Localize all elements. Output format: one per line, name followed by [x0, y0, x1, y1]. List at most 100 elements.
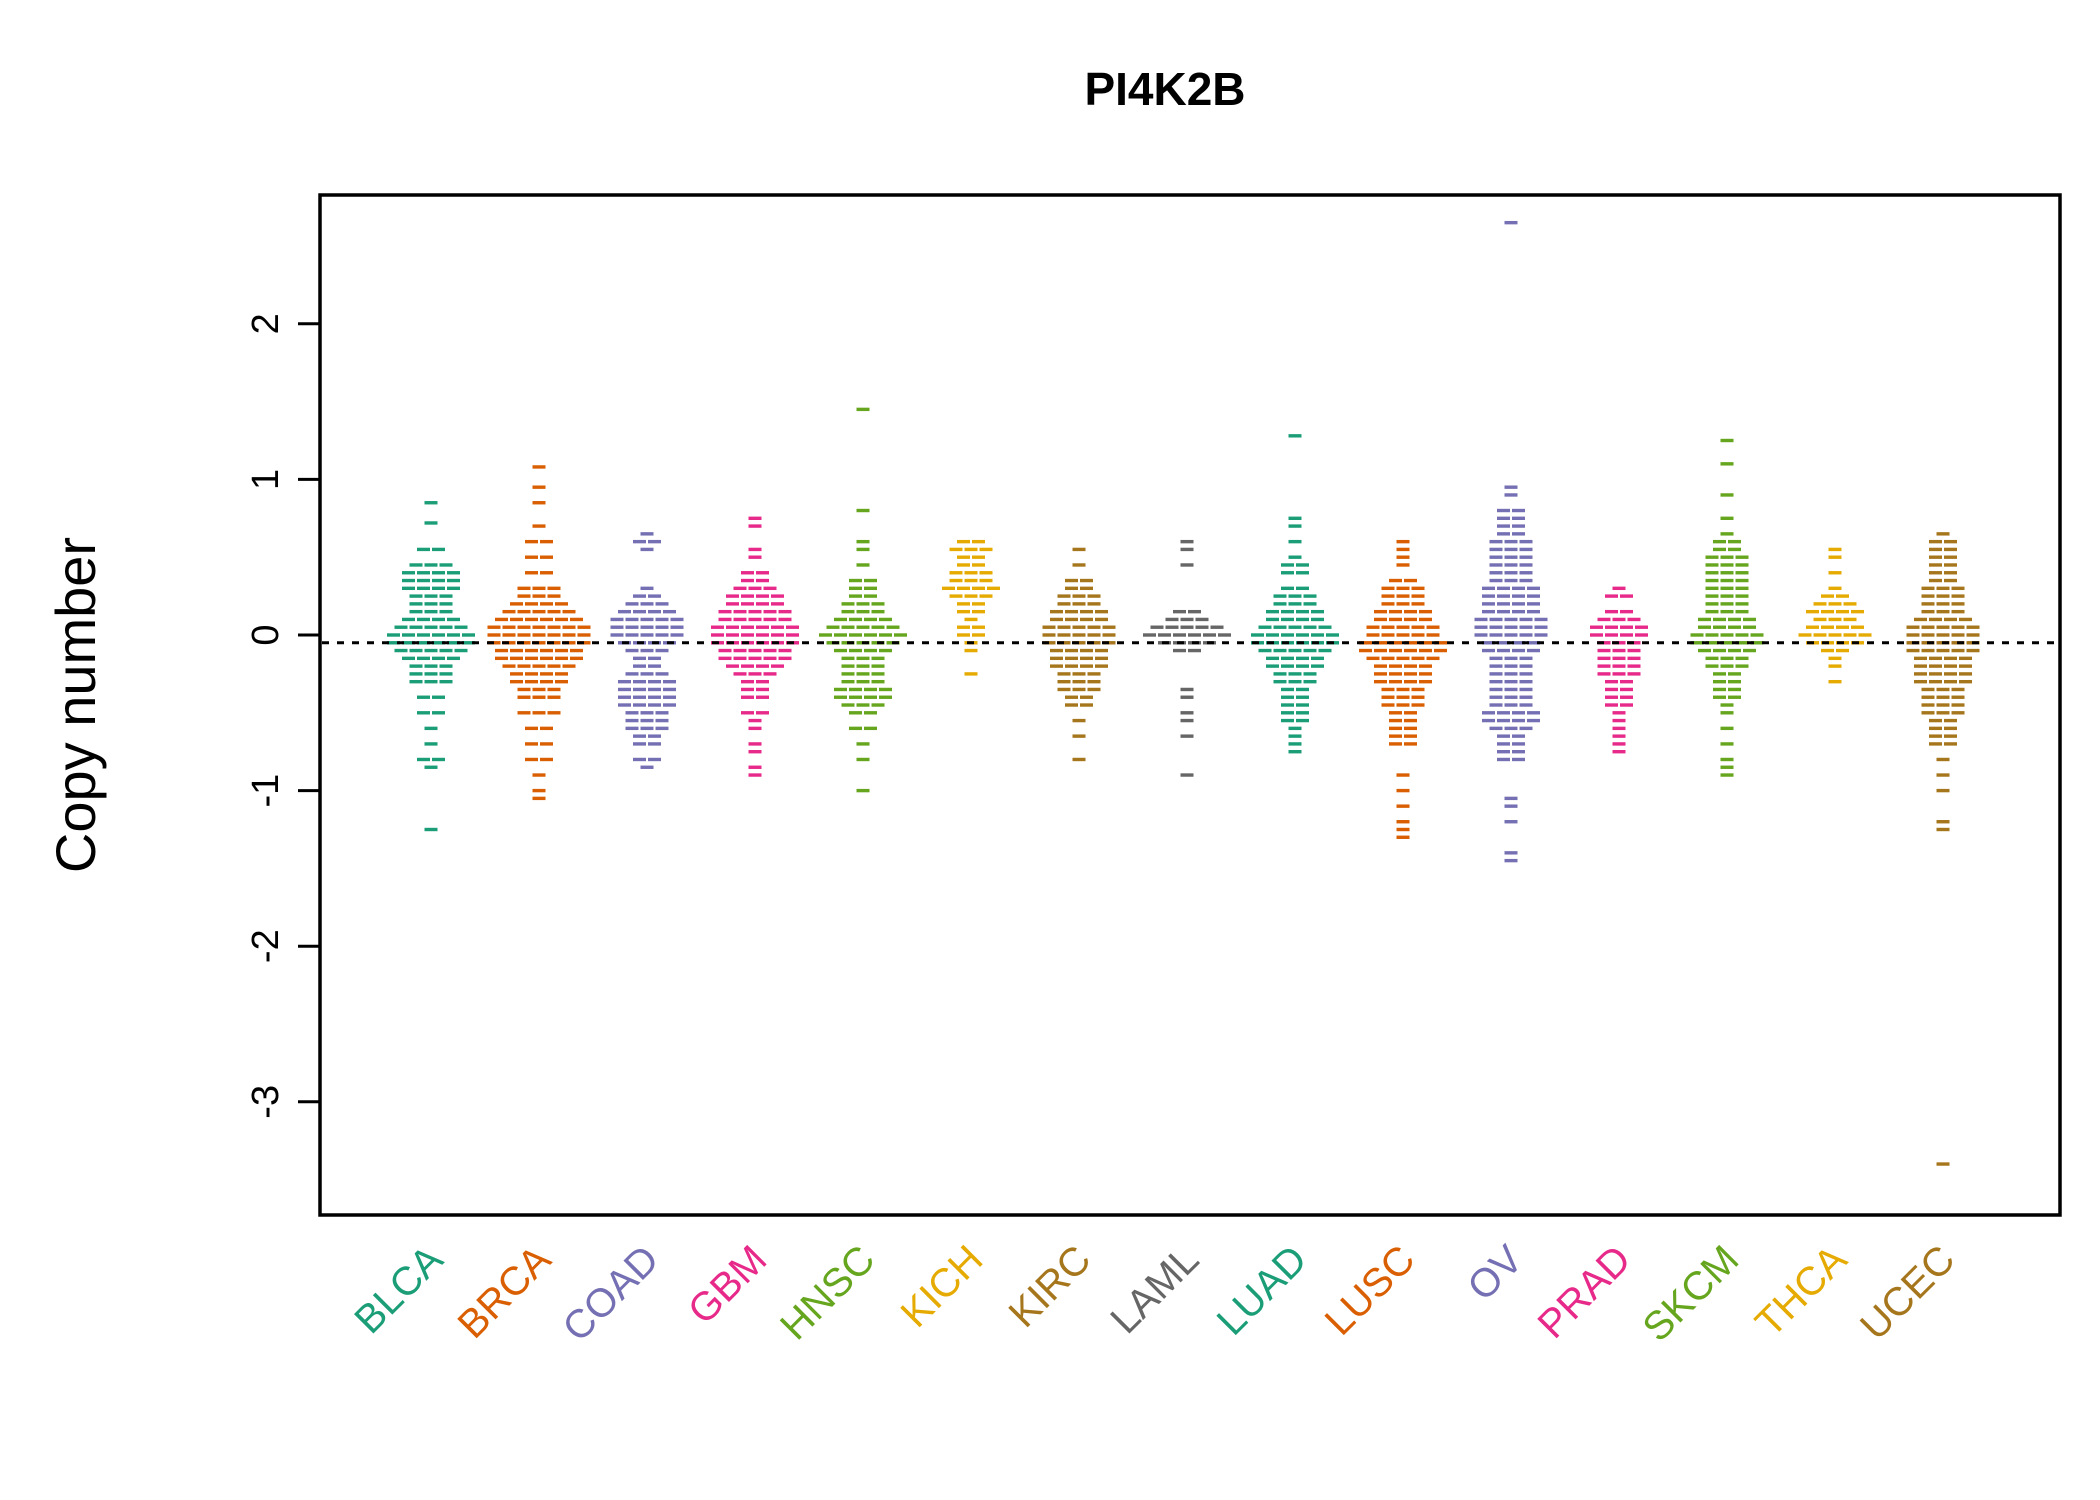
- dash-mark: [577, 625, 591, 629]
- dash-mark: [1374, 648, 1387, 653]
- dash-mark: [1296, 609, 1309, 614]
- dash-mark: [1720, 516, 1734, 520]
- dash-mark: [655, 633, 669, 637]
- dash-mark: [1396, 633, 1410, 637]
- dash-mark: [1180, 711, 1194, 715]
- dash-mark: [1936, 625, 1950, 629]
- dash-mark: [1482, 711, 1495, 715]
- dash-mark: [856, 672, 870, 676]
- dash-mark: [1713, 547, 1726, 552]
- dash-mark: [1735, 641, 1749, 645]
- dash-mark: [1087, 602, 1101, 606]
- dash-mark: [1180, 695, 1194, 699]
- dash-mark: [879, 687, 892, 692]
- dash-mark: [1620, 625, 1633, 629]
- dash-mark: [1389, 672, 1402, 676]
- dash-mark: [1281, 571, 1294, 575]
- dash-mark: [1266, 664, 1279, 668]
- dash-mark: [1828, 555, 1842, 559]
- dash-mark: [625, 617, 639, 622]
- dash-mark: [1843, 617, 1857, 622]
- dash-mark: [532, 788, 546, 793]
- dash-mark: [510, 679, 523, 684]
- dash-mark: [1288, 516, 1302, 520]
- dash-mark: [1921, 625, 1935, 629]
- dash-mark: [417, 633, 430, 637]
- dash-mark: [447, 656, 460, 661]
- dash-mark: [1396, 547, 1410, 552]
- dash-mark: [1627, 672, 1641, 676]
- dash-mark: [1381, 695, 1395, 699]
- dash-mark: [1512, 718, 1525, 723]
- dash-mark: [409, 625, 423, 629]
- dash-mark: [1519, 672, 1533, 676]
- dash-mark: [532, 625, 546, 629]
- dash-mark: [726, 633, 739, 637]
- dash-mark: [547, 711, 561, 715]
- dash-mark: [1281, 617, 1294, 622]
- dash-mark: [841, 625, 855, 629]
- dash-mark: [1519, 664, 1533, 668]
- dash-mark: [856, 602, 870, 606]
- dash-mark: [1419, 641, 1432, 645]
- dash-mark: [1929, 555, 1942, 559]
- dash-mark: [1944, 656, 1957, 661]
- dash-mark: [856, 664, 870, 668]
- dash-mark: [1519, 539, 1533, 544]
- dash-mark: [1705, 594, 1719, 598]
- dash-mark: [1720, 664, 1734, 668]
- dash-mark: [1072, 625, 1086, 629]
- dash-mark: [1728, 539, 1741, 544]
- x-category-label-ov: OV: [1459, 1237, 1531, 1309]
- dash-mark: [540, 555, 553, 559]
- dash-mark: [525, 648, 538, 653]
- dash-mark: [886, 625, 900, 629]
- dash-mark: [1813, 602, 1827, 606]
- dash-mark: [462, 633, 475, 637]
- dash-mark: [1720, 493, 1734, 497]
- dash-mark: [1288, 602, 1302, 606]
- dash-mark: [1381, 656, 1395, 661]
- dash-mark: [1497, 602, 1510, 606]
- dash-mark: [1936, 788, 1950, 793]
- dash-mark: [625, 726, 639, 731]
- dash-mark: [1959, 656, 1972, 661]
- dash-mark: [633, 757, 646, 762]
- dash-mark: [1512, 609, 1525, 614]
- dash-mark: [640, 586, 654, 591]
- dash-mark: [547, 633, 561, 637]
- dash-mark: [625, 711, 639, 715]
- dash-mark: [1921, 602, 1935, 606]
- dash-mark: [525, 555, 538, 559]
- dash-mark: [1720, 438, 1734, 443]
- dash-mark: [1728, 625, 1741, 629]
- dash-mark: [1951, 633, 1965, 637]
- dash-mark: [1504, 804, 1518, 808]
- dash-mark: [1597, 656, 1611, 661]
- dash-mark: [1527, 641, 1540, 645]
- dash-mark: [1821, 648, 1834, 653]
- dash-mark: [1396, 625, 1410, 629]
- dash-mark: [1735, 656, 1749, 661]
- cohort-cluster-ov: [1474, 220, 1548, 863]
- dash-mark: [1527, 711, 1540, 715]
- x-category-label-ucec: UCEC: [1852, 1237, 1963, 1348]
- dash-mark: [1389, 648, 1402, 653]
- dash-mark: [1828, 679, 1842, 684]
- dash-mark: [871, 679, 885, 684]
- dash-mark: [640, 672, 654, 676]
- dash-mark: [856, 508, 870, 513]
- dash-mark: [1951, 602, 1965, 606]
- dash-mark: [763, 586, 777, 591]
- dash-mark: [1411, 625, 1425, 629]
- dash-mark: [417, 571, 430, 575]
- dash-mark: [1921, 609, 1935, 614]
- dash-mark: [1173, 633, 1186, 637]
- dash-mark: [1087, 594, 1101, 598]
- dash-mark: [1936, 633, 1950, 637]
- dash-mark: [1288, 679, 1302, 684]
- dash-mark: [1906, 625, 1920, 629]
- dash-mark: [1720, 742, 1734, 746]
